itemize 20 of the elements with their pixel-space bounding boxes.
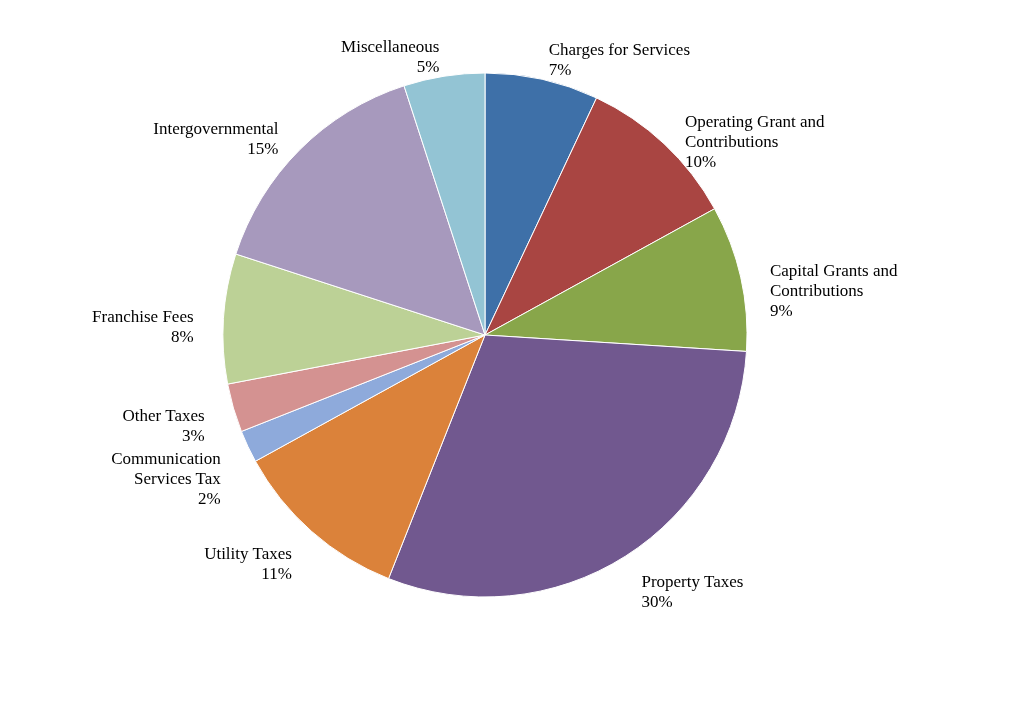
slice-label: Charges for Services xyxy=(548,40,691,60)
data-label: 30% xyxy=(641,591,673,611)
slice-label: Operating Grant and Contributions xyxy=(684,112,826,152)
data-label: 11% xyxy=(261,564,292,584)
data-label: 2% xyxy=(198,489,221,509)
slice-label: Capital Grants and Contributions xyxy=(769,261,898,301)
slice-label: Communication Services Tax xyxy=(111,449,222,489)
slice-label: Property Taxes xyxy=(641,571,744,591)
data-label: 5% xyxy=(416,56,440,76)
data-label: 10% xyxy=(684,152,717,172)
data-label: 7% xyxy=(548,60,572,80)
slice-label: Other Taxes xyxy=(122,406,205,426)
slice-label: Franchise Fees xyxy=(92,306,194,326)
data-label: 3% xyxy=(181,426,205,446)
slice-label: Miscellaneous xyxy=(341,36,440,56)
slice-label: Utility Taxes xyxy=(204,544,292,564)
data-label: 9% xyxy=(769,301,793,321)
data-label: 8% xyxy=(170,326,194,346)
slice-label: Intergovernmental xyxy=(153,118,279,138)
data-label: 15% xyxy=(247,138,279,158)
